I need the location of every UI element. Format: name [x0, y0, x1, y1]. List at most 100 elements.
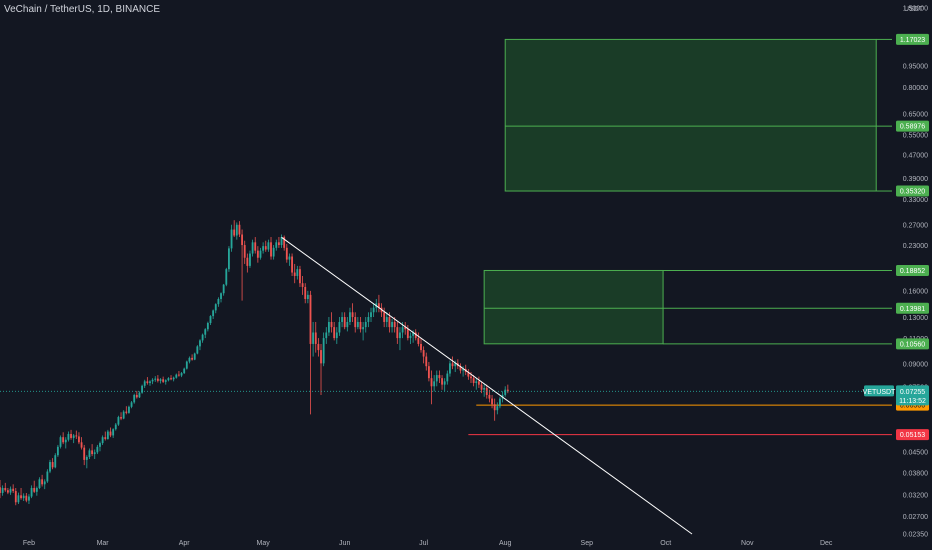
candle-body	[288, 256, 291, 260]
candle-body	[301, 283, 304, 287]
candle-body	[293, 272, 296, 276]
price-tag-target	[896, 302, 929, 314]
candle-body	[128, 406, 130, 413]
candle-body	[359, 321, 362, 330]
candle-body	[164, 380, 167, 382]
candle-body	[483, 387, 486, 390]
chart-title: VeChain / TetherUS, 1D, BINANCE	[4, 4, 160, 15]
y-tick-label: 0.02700	[903, 514, 928, 521]
x-tick-label: Sep	[581, 540, 594, 547]
candle-body	[430, 378, 433, 387]
candle-body	[93, 452, 96, 455]
candle-body	[133, 394, 136, 403]
price-tag-target	[896, 264, 929, 276]
candle-body	[320, 350, 322, 364]
candle-body	[417, 338, 420, 344]
candle-body	[193, 353, 196, 360]
candles	[0, 220, 509, 506]
candle-body	[56, 446, 59, 456]
current-price-marker: VETUSDT 0.07255 11:13:52	[0, 385, 929, 406]
candle-body	[404, 327, 407, 330]
candle-body	[367, 317, 370, 322]
candle-body	[362, 327, 365, 330]
candle-body	[338, 321, 341, 333]
price-tag-stop	[896, 429, 929, 441]
candle-body	[364, 321, 367, 328]
candle-body	[309, 294, 312, 344]
candle-body	[91, 450, 94, 455]
candle-body	[64, 439, 67, 443]
candle-body	[212, 310, 215, 317]
candle-body	[162, 379, 165, 382]
candle-body	[317, 343, 320, 351]
candle-body	[275, 242, 278, 248]
price-tag-label: 1.17023	[900, 37, 925, 44]
candle-body	[233, 229, 236, 236]
candle-body	[443, 381, 446, 385]
candle-body	[377, 303, 380, 308]
candle-body	[149, 381, 151, 383]
price-levels	[468, 404, 892, 436]
candle-body	[125, 411, 128, 413]
x-axis: Feb Mar Apr May Jun Jul Aug Sep Oct Nov Dec	[23, 540, 833, 547]
candle-body	[272, 247, 275, 257]
candle-body	[30, 488, 33, 497]
candle-body	[409, 335, 412, 339]
candle-body	[170, 378, 172, 380]
candle-body	[122, 411, 125, 419]
candle-body	[496, 406, 499, 411]
candle-body	[88, 450, 91, 457]
trendline	[281, 236, 693, 535]
y-tick-label: 0.47000	[903, 152, 928, 159]
candle-body	[262, 246, 265, 251]
candle-body	[41, 479, 44, 485]
y-tick-label: 0.27000	[903, 223, 928, 230]
x-tick-label: Mar	[97, 540, 110, 547]
candle-body	[72, 435, 75, 438]
candle-body	[209, 316, 212, 323]
candle-body	[325, 332, 328, 339]
candle-body	[427, 366, 430, 379]
candle-body	[1, 488, 4, 493]
candle-body	[327, 321, 330, 333]
candle-body	[20, 495, 22, 499]
candle-body	[0, 487, 1, 493]
y-tick-label: 0.33000	[903, 197, 928, 204]
candle-body	[220, 293, 222, 299]
candle-body	[504, 389, 507, 395]
candle-body	[341, 317, 343, 322]
candle-body	[227, 248, 230, 270]
candle-body	[493, 404, 496, 411]
candle-body	[399, 332, 401, 339]
candle-body	[299, 269, 301, 284]
candle-body	[222, 284, 225, 294]
candle-body	[96, 446, 99, 453]
candle-body	[383, 312, 386, 322]
candle-body	[238, 224, 241, 235]
y-tick-label: 0.03200	[903, 492, 928, 499]
candle-body	[225, 269, 228, 285]
candle-body	[356, 321, 359, 328]
candle-body	[351, 312, 354, 318]
candle-body	[280, 237, 283, 246]
candle-body	[33, 488, 36, 492]
candle-body	[143, 381, 146, 386]
candle-body	[270, 242, 272, 257]
candle-body	[433, 381, 436, 387]
candle-body	[14, 491, 17, 503]
candle-body	[243, 245, 246, 258]
candle-body	[462, 369, 465, 371]
price-tag-label: 0.35320	[900, 189, 925, 196]
x-tick-label: Nov	[741, 540, 754, 547]
candle-body	[349, 312, 351, 322]
candle-body	[49, 462, 51, 472]
candle-body	[488, 394, 491, 399]
x-tick-label: May	[257, 540, 271, 547]
target-zone-2	[483, 269, 664, 345]
currency-label: USDT	[904, 6, 924, 13]
price-tag-label: 0.18852	[900, 268, 925, 275]
candle-body	[335, 332, 338, 339]
candle-body	[267, 242, 270, 250]
candle-body	[62, 437, 65, 443]
